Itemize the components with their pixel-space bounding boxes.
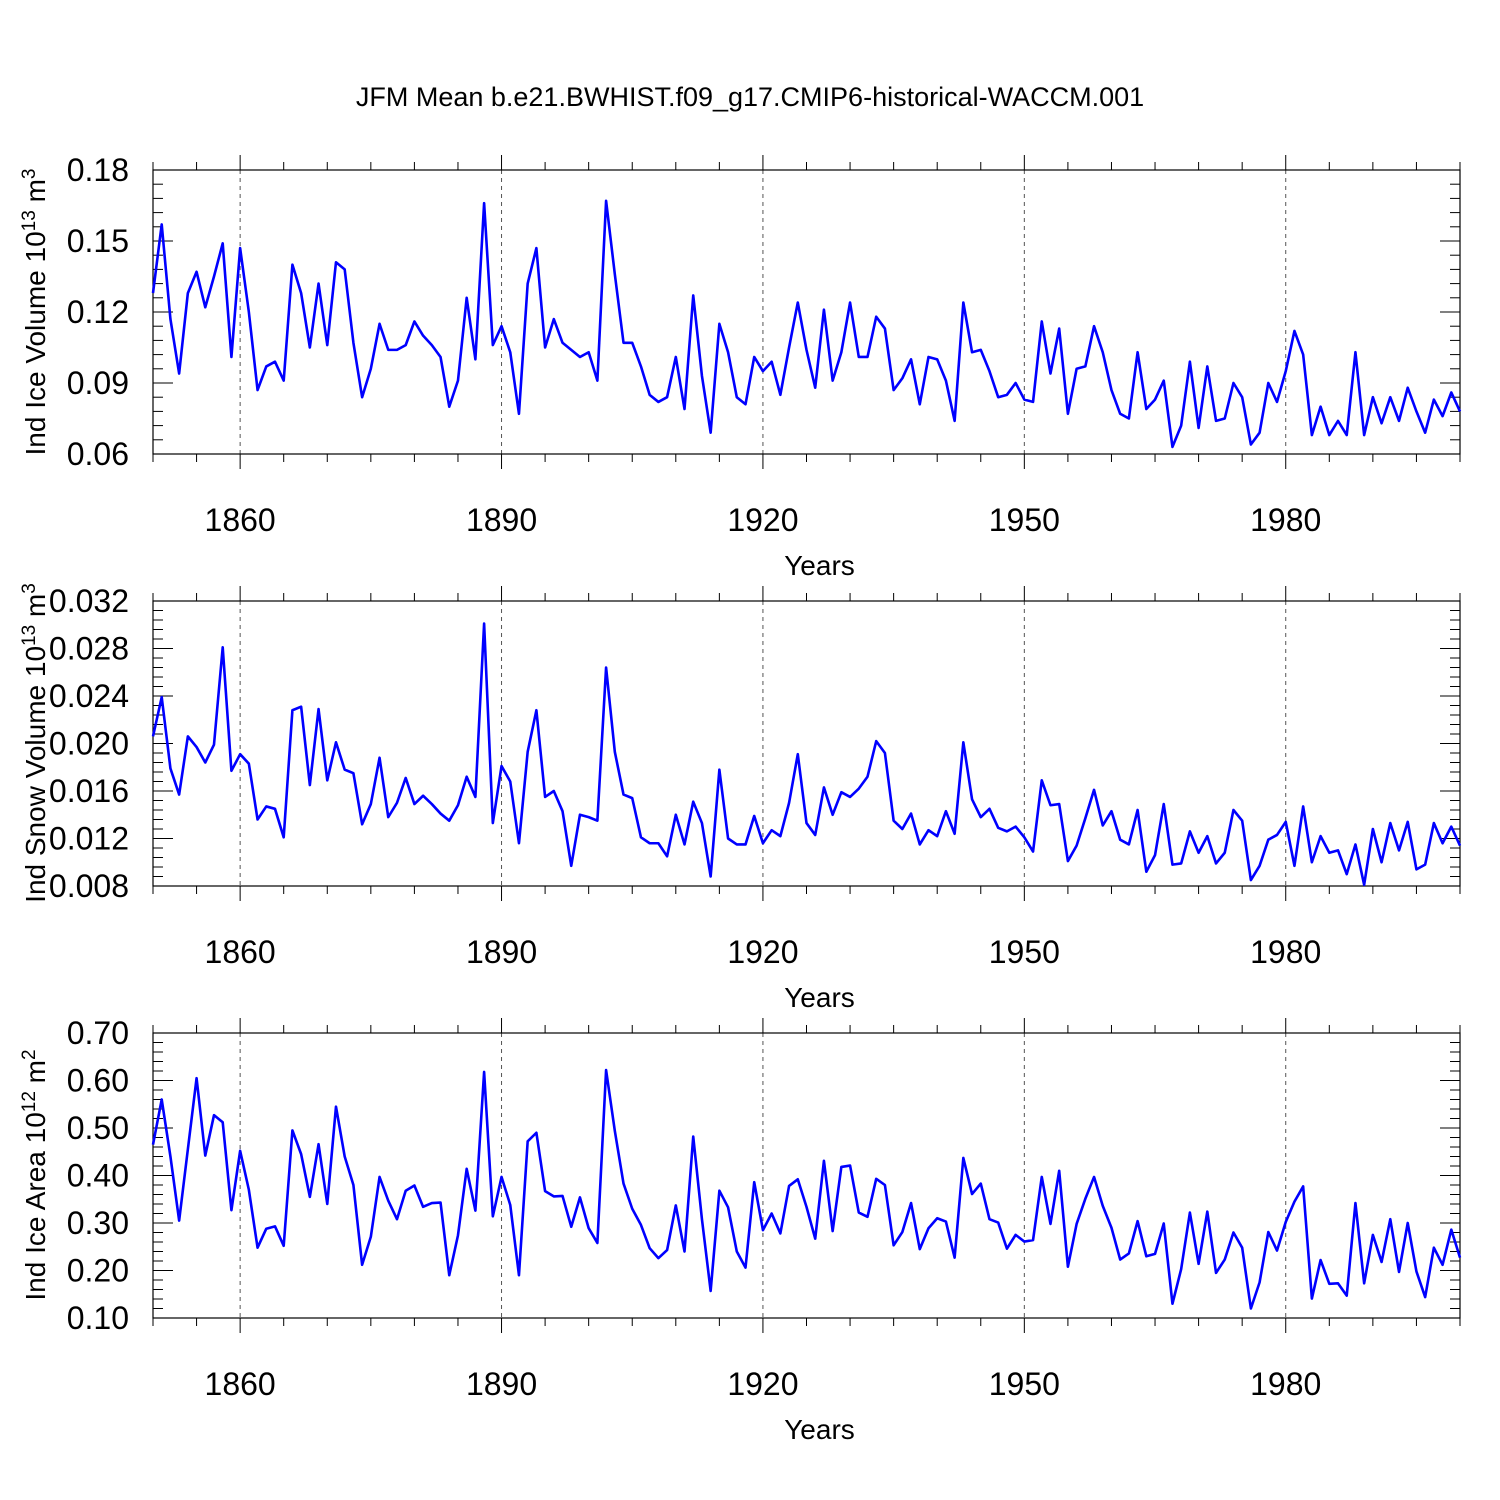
y-axis-label-unit: m bbox=[20, 1060, 51, 1091]
plot-frame bbox=[152, 169, 1461, 455]
y-axis-label-unit: m bbox=[20, 594, 51, 625]
y-tick-label: 0.12 bbox=[67, 294, 129, 330]
x-tick-label: 1950 bbox=[989, 502, 1060, 538]
x-tick-label: 1950 bbox=[989, 934, 1060, 970]
x-tick-label: 1980 bbox=[1250, 502, 1321, 538]
x-tick-label: 1860 bbox=[205, 1366, 276, 1402]
y-axis-label: Ind Snow Volume 1013 m3 bbox=[19, 583, 51, 903]
y-tick-label: 0.30 bbox=[67, 1205, 129, 1241]
x-tick-label: 1920 bbox=[727, 502, 798, 538]
y-tick-label: 0.016 bbox=[49, 773, 129, 809]
chart-panel-1: 0.06 0.09 0.12 0.15 0.18 1860 1890 1920 1950 1980… bbox=[19, 152, 1462, 581]
chart-panel-3: 0.10 0.20 0.30 0.40 0.50 0.60 0.70 1860 1890 1920… bbox=[19, 1015, 1462, 1445]
y-tick-label: 0.15 bbox=[67, 223, 129, 259]
y-axis-label: Ind Ice Volume 1013 m3 bbox=[19, 169, 51, 456]
y-axis-label: Ind Ice Area 1012 m2 bbox=[19, 1049, 51, 1300]
series-line bbox=[151, 1068, 1462, 1310]
y-tick-label: 0.032 bbox=[49, 583, 129, 619]
y-tick-label: 0.20 bbox=[67, 1253, 129, 1289]
y-tick-label: 0.10 bbox=[67, 1300, 129, 1336]
y-axis-label-text: Ind Ice Area 10 bbox=[20, 1112, 51, 1300]
x-tick-label: 1890 bbox=[466, 934, 537, 970]
x-tick-label: 1920 bbox=[727, 934, 798, 970]
y-axis-label-exponent: 13 bbox=[19, 210, 40, 231]
y-axis-label-unit-exponent: 3 bbox=[19, 169, 40, 180]
y-tick-label: 0.50 bbox=[67, 1110, 129, 1146]
x-tick-label: 1980 bbox=[1250, 1366, 1321, 1402]
x-axis-label: Years bbox=[784, 982, 855, 1013]
chart-panel-2: 0.008 0.012 0.016 0.020 0.024 0.028 0.032 1860 1… bbox=[19, 583, 1462, 1013]
y-tick-label: 0.09 bbox=[67, 365, 129, 401]
y-tick-label: 0.008 bbox=[49, 868, 129, 904]
x-tick-label: 1860 bbox=[205, 502, 276, 538]
y-tick-label: 0.18 bbox=[67, 152, 129, 188]
figure-title: JFM Mean b.e21.BWHIST.f09_g17.CMIP6-hist… bbox=[356, 82, 1144, 112]
y-axis-label-unit-exponent: 3 bbox=[19, 583, 40, 594]
x-tick-label: 1860 bbox=[205, 934, 276, 970]
x-tick-label: 1890 bbox=[466, 502, 537, 538]
y-tick-label: 0.012 bbox=[49, 821, 129, 857]
y-axis-label-unit-exponent: 2 bbox=[19, 1049, 40, 1060]
series-line bbox=[151, 622, 1462, 887]
series-line bbox=[151, 199, 1462, 449]
y-axis-label-exponent: 12 bbox=[19, 1091, 40, 1112]
y-tick-label: 0.40 bbox=[67, 1158, 129, 1194]
x-axis-label: Years bbox=[784, 550, 855, 581]
y-tick-label: 0.06 bbox=[67, 436, 129, 472]
x-tick-label: 1890 bbox=[466, 1366, 537, 1402]
x-axis-label: Years bbox=[784, 1414, 855, 1445]
plot-frame bbox=[152, 600, 1461, 887]
y-axis-label-text: Ind Snow Volume 10 bbox=[20, 646, 51, 903]
x-tick-label: 1950 bbox=[989, 1366, 1060, 1402]
y-tick-label: 0.70 bbox=[67, 1015, 129, 1051]
y-tick-label: 0.024 bbox=[49, 678, 129, 714]
y-tick-label: 0.60 bbox=[67, 1063, 129, 1099]
plot-frame bbox=[152, 1032, 1461, 1319]
x-tick-label: 1980 bbox=[1250, 934, 1321, 970]
y-axis-label-exponent: 13 bbox=[19, 625, 40, 646]
y-axis-label-text: Ind Ice Volume 10 bbox=[20, 231, 51, 455]
y-tick-label: 0.028 bbox=[49, 631, 129, 667]
y-axis-label-unit: m bbox=[20, 179, 51, 210]
x-tick-label: 1920 bbox=[727, 1366, 798, 1402]
y-tick-label: 0.020 bbox=[49, 726, 129, 762]
